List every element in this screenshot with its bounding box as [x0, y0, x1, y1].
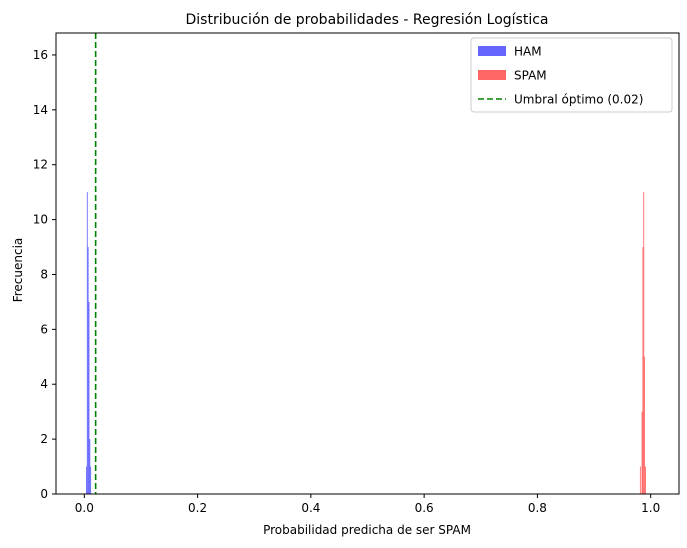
bars-layer [86, 192, 646, 494]
spam-bar-0 [639, 466, 641, 494]
legend-swatch-spam [478, 70, 506, 80]
spam-bar-3 [643, 192, 645, 494]
y-tick-label: 8 [40, 267, 48, 281]
ham-bar-4 [89, 439, 91, 494]
plot-area-frame [55, 32, 680, 495]
x-tick-label: 1.0 [641, 501, 660, 515]
x-tick-label: 0.6 [415, 501, 434, 515]
y-tick-label: 14 [33, 103, 48, 117]
y-tick-label: 10 [33, 213, 48, 227]
legend-label: Umbral óptimo (0.02) [514, 93, 643, 107]
spam-bar-2 [642, 247, 644, 494]
x-tick-label: 0.2 [188, 501, 207, 515]
legend: HAM SPAM Umbral óptimo (0.02) [470, 37, 673, 113]
ham-bar-2 [87, 247, 89, 494]
ham-bar-1 [86, 192, 88, 494]
y-tick-label: 0 [40, 487, 48, 501]
legend-box [470, 37, 673, 113]
legend-swatch-ham [478, 46, 506, 56]
spam-bar-1 [641, 411, 643, 494]
x-tick-label: 0.8 [528, 501, 547, 515]
x-tick-label: 0.4 [301, 501, 320, 515]
y-tick-label: 4 [40, 377, 48, 391]
spam-bar-5 [645, 466, 646, 494]
y-tick-label: 6 [40, 322, 48, 336]
y-tick-label: 16 [33, 48, 48, 62]
y-axis-label: Frecuencia [11, 238, 25, 303]
y-axis: 0 2 4 6 8 10 12 14 16 [33, 48, 56, 501]
spam-bar-4 [644, 356, 646, 494]
x-axis-label: Probabilidad predicha de ser SPAM [263, 523, 471, 537]
y-tick-label: 2 [40, 432, 48, 446]
ham-bar-0 [86, 466, 87, 494]
x-tick-label: 0.0 [75, 501, 94, 515]
legend-label: SPAM [514, 69, 547, 83]
ham-bar-3 [88, 301, 90, 494]
y-tick-label: 12 [33, 158, 48, 172]
legend-label: HAM [514, 45, 542, 59]
chart-title: Distribución de probabilidades - Regresi… [186, 12, 549, 28]
ham-bar-5 [90, 466, 92, 494]
x-axis: 0.0 0.2 0.4 0.6 0.8 1.0 [75, 494, 660, 515]
